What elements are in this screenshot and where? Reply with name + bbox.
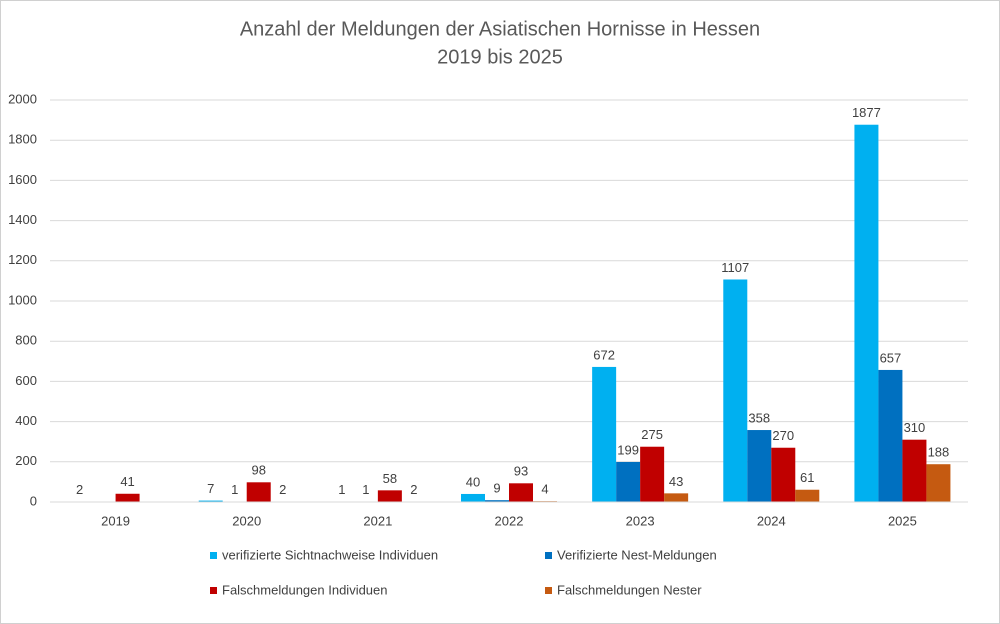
data-label: 9 <box>493 481 500 496</box>
y-tick-label: 1800 <box>8 132 37 147</box>
legend-swatch <box>545 587 552 594</box>
data-label: 58 <box>383 471 397 486</box>
data-label: 358 <box>748 410 770 425</box>
data-label: 2 <box>410 482 417 497</box>
data-label: 1877 <box>852 105 881 120</box>
x-tick-label: 2020 <box>232 513 261 528</box>
data-label: 40 <box>466 474 480 489</box>
bar <box>795 489 820 502</box>
bar <box>664 493 689 502</box>
data-label: 657 <box>880 350 902 365</box>
data-label: 41 <box>120 474 134 489</box>
bar <box>198 500 223 502</box>
y-tick-label: 400 <box>15 413 37 428</box>
data-label: 275 <box>641 427 663 442</box>
bar <box>592 366 617 502</box>
y-tick-label: 200 <box>15 453 37 468</box>
y-tick-label: 1000 <box>8 292 37 307</box>
bar <box>616 462 641 502</box>
x-tick-label: 2024 <box>757 513 786 528</box>
bar <box>854 124 879 503</box>
data-label: 270 <box>772 428 794 443</box>
data-label: 98 <box>251 463 265 478</box>
chart-subtitle: 2019 bis 2025 <box>437 46 563 68</box>
data-label: 4 <box>541 482 548 497</box>
legend-swatch <box>545 552 552 559</box>
legend-swatch <box>210 552 217 559</box>
legend-swatch <box>210 587 217 594</box>
data-label: 199 <box>617 442 639 457</box>
bar <box>461 493 485 502</box>
data-label: 61 <box>800 470 814 485</box>
bar <box>485 500 509 502</box>
y-tick-label: 1400 <box>8 212 37 227</box>
bar <box>747 430 772 502</box>
data-label: 93 <box>514 464 528 479</box>
bar <box>640 446 665 502</box>
data-label: 1 <box>338 482 345 497</box>
data-label: 1107 <box>721 260 749 275</box>
bar <box>246 482 271 502</box>
data-label: 188 <box>928 445 950 460</box>
x-tick-label: 2025 <box>888 513 917 528</box>
y-tick-label: 2000 <box>8 91 37 106</box>
data-label: 310 <box>904 420 926 435</box>
legend-label: verifizierte Sichtnachweise Individuen <box>222 547 438 562</box>
bar <box>902 439 927 502</box>
bar <box>377 490 402 502</box>
y-tick-label: 600 <box>15 373 37 388</box>
y-tick-label: 0 <box>30 493 37 508</box>
data-label: 2 <box>76 482 83 497</box>
x-tick-label: 2019 <box>101 513 130 528</box>
y-tick-label: 800 <box>15 333 37 348</box>
y-tick-label: 1200 <box>8 252 37 267</box>
legend-label: Falschmeldungen Nester <box>557 582 702 597</box>
chart-title: Anzahl der Meldungen der Asiatischen Hor… <box>240 18 760 40</box>
x-tick-label: 2022 <box>495 513 524 528</box>
bar <box>926 464 951 502</box>
x-tick-label: 2023 <box>626 513 655 528</box>
data-label: 1 <box>362 482 369 497</box>
bar <box>771 447 796 502</box>
data-label: 1 <box>231 482 238 497</box>
bar <box>878 369 903 502</box>
bar <box>115 493 140 502</box>
data-label: 7 <box>207 481 214 496</box>
data-label: 672 <box>593 347 615 362</box>
y-tick-label: 1600 <box>8 172 37 187</box>
bar <box>509 483 533 502</box>
legend-label: Falschmeldungen Individuen <box>222 582 388 597</box>
data-label: 43 <box>669 474 683 489</box>
bar <box>723 279 748 502</box>
x-tick-label: 2021 <box>363 513 392 528</box>
legend-label: Verifizierte Nest-Meldungen <box>557 547 717 562</box>
data-label: 2 <box>279 482 286 497</box>
